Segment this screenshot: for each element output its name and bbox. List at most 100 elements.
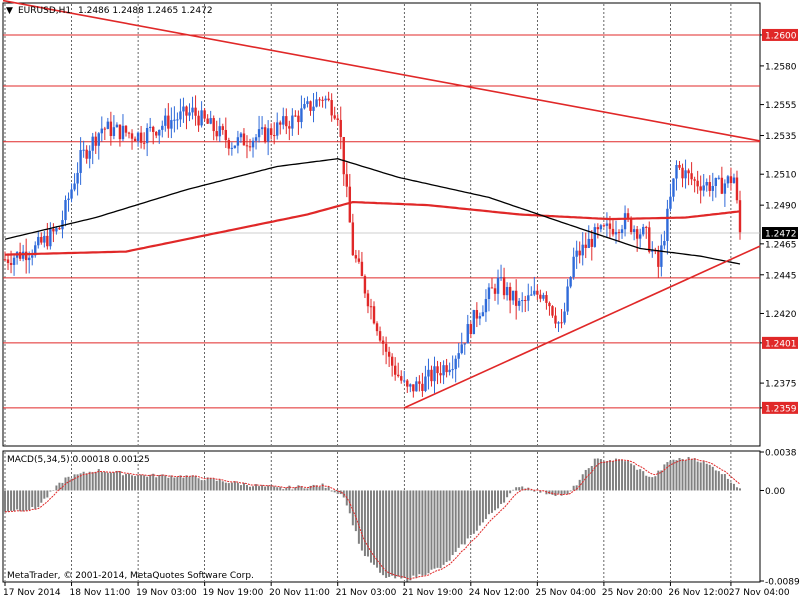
candle-body (46, 235, 49, 247)
macd-bar (146, 476, 149, 491)
macd-bar (206, 477, 209, 491)
macd-bar (82, 471, 85, 491)
candle-body (79, 150, 82, 173)
candle-body (124, 125, 128, 133)
macd-bar (599, 459, 602, 491)
macd-bar (245, 485, 248, 491)
candle-body (557, 322, 560, 324)
candle-body (3, 259, 7, 261)
macd-bar (400, 490, 403, 579)
moving-averages (4, 158, 741, 265)
macd-bar (660, 470, 663, 491)
macd-bar (73, 474, 76, 491)
macd-bar (678, 458, 681, 491)
macd-bar (46, 490, 49, 498)
current-price-tag (762, 227, 798, 240)
macd-bar (630, 463, 633, 491)
macd-bar (460, 490, 463, 545)
macd-bar (203, 480, 206, 491)
macd-bar (306, 488, 309, 491)
macd-bar (188, 476, 191, 491)
candle-body (638, 234, 642, 239)
candle-body (418, 381, 421, 384)
macd-bar (37, 490, 40, 507)
level-price-tag (762, 336, 798, 349)
candle-body (608, 223, 612, 229)
candle-body (572, 256, 575, 278)
candle-body (91, 136, 94, 151)
level-price-label: 1.2401 (765, 339, 797, 349)
macd-bar (233, 481, 236, 491)
candle-body (551, 306, 554, 316)
candle-body (415, 381, 418, 392)
candle-body (466, 324, 469, 344)
macd-bar (397, 490, 400, 577)
menu-arrow-icon[interactable]: ▼ (6, 6, 13, 16)
macd-bar (345, 490, 348, 506)
trendlines[interactable] (2, 0, 761, 409)
macd-bar (34, 490, 37, 509)
candle-body (687, 170, 690, 174)
macd-bar (294, 487, 297, 491)
macd-bar (58, 482, 61, 491)
macd-bar (366, 490, 369, 557)
candle-body (136, 132, 140, 142)
candle-body (635, 229, 639, 239)
macd-bar (100, 472, 103, 491)
macd-bar (469, 490, 472, 536)
macd-bar (657, 470, 660, 491)
candlesticks[interactable] (3, 91, 742, 398)
candle-body (88, 150, 91, 159)
candle-body (121, 125, 125, 140)
candle-body (620, 229, 624, 233)
ma-slow-line (4, 200, 741, 256)
candle-body (723, 183, 727, 194)
candle-body (632, 229, 636, 233)
candle-body (460, 344, 463, 354)
macd-bar (321, 483, 324, 491)
candle-body (584, 244, 587, 248)
candle-body (309, 101, 312, 111)
macd-bar (264, 486, 267, 491)
macd-bar (418, 490, 421, 575)
macd-bar (521, 486, 524, 491)
candle-body (133, 138, 137, 142)
candle-body (130, 133, 134, 139)
time-tick-label: 24 Nov 12:00 (469, 588, 530, 598)
macd-bar (608, 460, 611, 491)
macd-bar (285, 487, 288, 491)
candle-body (37, 236, 40, 246)
candle-body (587, 238, 590, 248)
macd-bar (191, 475, 194, 491)
macd-bar (173, 477, 176, 491)
macd-bar (279, 487, 282, 491)
candle-body (233, 145, 237, 148)
candle-body (282, 116, 285, 125)
macd-bar (333, 490, 336, 493)
candle-body (224, 129, 228, 141)
candle-body (711, 185, 714, 191)
candle-body (321, 99, 324, 101)
level-price-label: 1.2359 (765, 404, 797, 414)
price-tick-label: 1.2580 (765, 62, 797, 72)
candle-body (578, 250, 581, 256)
candle-body (161, 125, 164, 130)
candle-body (312, 106, 315, 111)
candle-body (212, 118, 215, 132)
macd-bar (554, 490, 557, 497)
macd-bar (303, 488, 306, 491)
candle-body (67, 198, 70, 201)
candle-body (61, 220, 64, 230)
candle-body (463, 343, 466, 345)
candle-body (351, 222, 355, 256)
macd-bar (55, 485, 58, 491)
candle-body (527, 295, 530, 301)
macd-bar (261, 485, 264, 491)
candle-body (6, 259, 10, 263)
macd-bar (596, 458, 599, 491)
macd-bar (578, 479, 581, 491)
macd-bar (687, 456, 690, 491)
macd-bar (593, 458, 596, 491)
candle-body (182, 106, 185, 112)
